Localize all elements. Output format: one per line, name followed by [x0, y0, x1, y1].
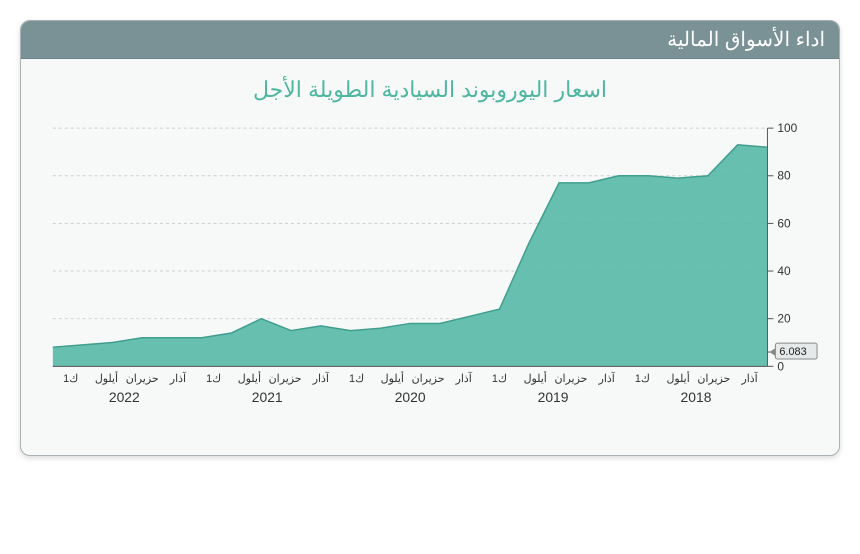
svg-text:آذار: آذار — [169, 372, 187, 385]
svg-text:100: 100 — [777, 121, 797, 135]
svg-text:2021: 2021 — [252, 389, 283, 405]
svg-text:2019: 2019 — [538, 389, 569, 405]
header-title: اداء الأسواق المالية — [667, 29, 825, 51]
svg-text:2022: 2022 — [109, 389, 140, 405]
card-header: اداء الأسواق المالية — [21, 21, 839, 59]
svg-text:20: 20 — [777, 312, 791, 326]
chart-container: 0 20 40 60 80 100 آذار حزيران أيلول ك1 2018 آذار حزي… — [21, 107, 839, 455]
svg-text:ك1: ك1 — [635, 373, 650, 385]
chart-title: اسعار اليوروبوند السيادية الطويلة الأجل — [21, 77, 839, 103]
svg-text:60: 60 — [777, 216, 791, 230]
svg-text:0: 0 — [777, 359, 784, 373]
svg-text:حزيران: حزيران — [269, 373, 302, 385]
svg-text:80: 80 — [777, 169, 791, 183]
svg-text:آذار: آذار — [455, 372, 473, 385]
area-chart: 0 20 40 60 80 100 آذار حزيران أيلول ك1 2018 آذار حزي… — [33, 117, 827, 437]
svg-text:أيلول: أيلول — [524, 371, 547, 385]
svg-text:أيلول: أيلول — [95, 371, 118, 385]
svg-text:ك1: ك1 — [206, 373, 221, 385]
svg-text:آذار: آذار — [740, 372, 758, 385]
svg-text:حزيران: حزيران — [555, 373, 588, 385]
svg-text:آذار: آذار — [312, 372, 330, 385]
svg-text:ك1: ك1 — [63, 373, 78, 385]
svg-text:2020: 2020 — [395, 389, 426, 405]
svg-text:حزيران: حزيران — [697, 373, 730, 385]
svg-text:أيلول: أيلول — [238, 371, 261, 385]
svg-text:ك1: ك1 — [492, 373, 507, 385]
svg-text:40: 40 — [777, 264, 791, 278]
svg-text:ك1: ك1 — [349, 373, 364, 385]
svg-text:أيلول: أيلول — [381, 371, 404, 385]
svg-text:حزيران: حزيران — [126, 373, 159, 385]
svg-text:آذار: آذار — [598, 372, 616, 385]
svg-text:6.083: 6.083 — [779, 346, 806, 358]
svg-text:2018: 2018 — [681, 389, 712, 405]
svg-text:حزيران: حزيران — [412, 373, 445, 385]
svg-text:أيلول: أيلول — [667, 371, 690, 385]
chart-card: اداء الأسواق المالية اسعار اليوروبوند ال… — [20, 20, 840, 456]
